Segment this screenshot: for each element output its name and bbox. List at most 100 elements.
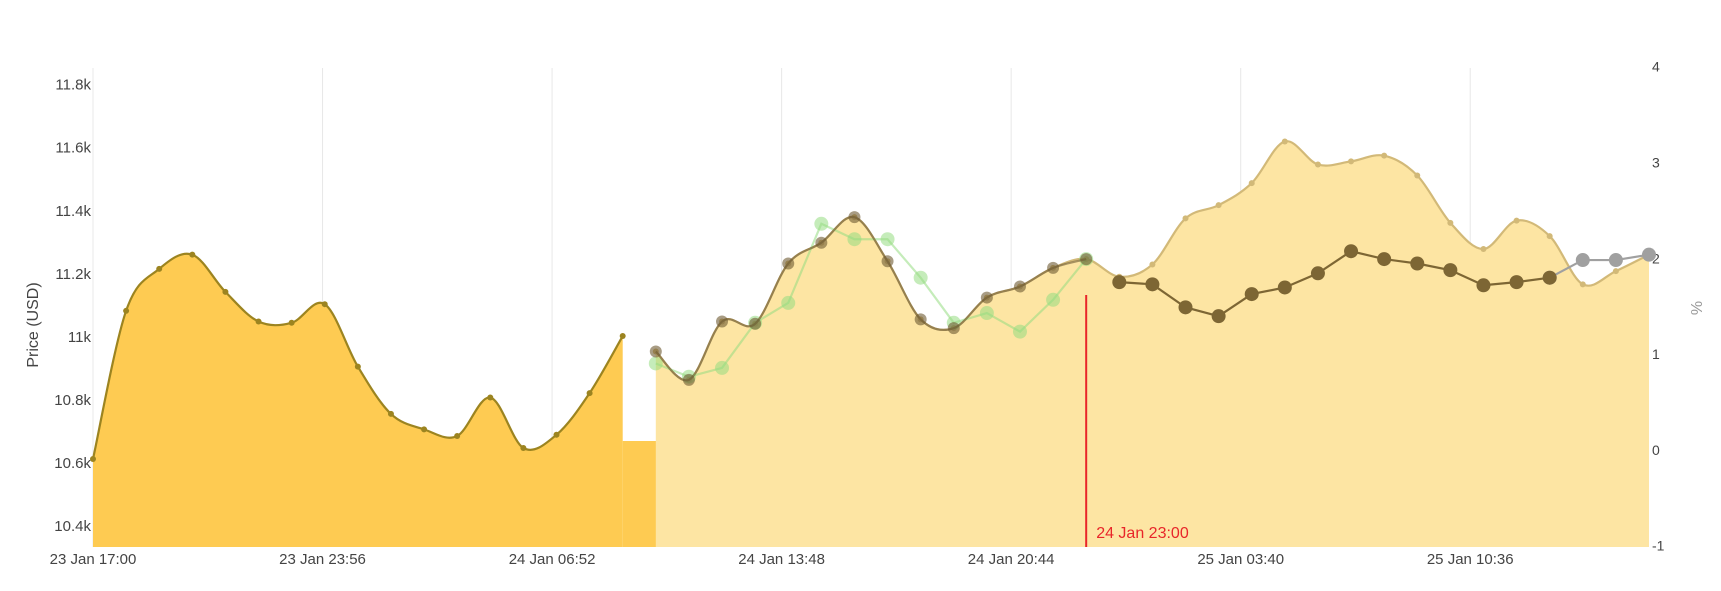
point [1182, 215, 1189, 222]
point [648, 356, 663, 371]
point [1277, 280, 1292, 295]
point [1447, 219, 1454, 226]
y-axis-label: Price (USD) [25, 282, 42, 367]
point [847, 232, 862, 247]
annotation: 24 Jan 23:00 [1096, 525, 1189, 542]
point [1281, 138, 1288, 145]
point [1348, 158, 1355, 165]
point [881, 255, 894, 268]
x-tick-label: 24 Jan 20:44 [968, 551, 1055, 568]
point [1546, 233, 1553, 240]
point [649, 345, 662, 358]
point [1642, 247, 1656, 262]
point [1248, 180, 1255, 187]
line [91, 252, 624, 460]
point [421, 426, 428, 433]
point [1476, 278, 1491, 293]
y-tick-label: 11.8k [55, 77, 91, 94]
point [682, 373, 695, 386]
point [487, 394, 494, 401]
point [1377, 252, 1392, 267]
point [1443, 263, 1458, 278]
point [123, 307, 130, 314]
point [222, 288, 229, 295]
point [1381, 152, 1388, 159]
y-tick-label: 11.2k [55, 266, 91, 283]
x-tick-label: 23 Jan 17:00 [50, 551, 137, 568]
x-tick-label: 24 Jan 06:52 [509, 551, 596, 568]
point [1149, 261, 1156, 268]
point [979, 306, 994, 321]
point [815, 236, 828, 249]
area [655, 141, 1649, 547]
point [1215, 202, 1222, 209]
point [1579, 281, 1586, 288]
point [1047, 261, 1060, 274]
point [1575, 253, 1590, 268]
x-tick-label: 24 Jan 13:48 [738, 551, 825, 568]
y2-tick-label: 1 [1652, 346, 1660, 362]
point [586, 390, 593, 397]
area [93, 253, 623, 547]
point [288, 319, 295, 326]
point [619, 333, 626, 340]
point [90, 456, 96, 463]
point [1612, 268, 1619, 275]
point [1509, 275, 1524, 290]
point [749, 317, 762, 330]
point [1013, 280, 1026, 293]
line [1549, 253, 1650, 279]
point [1112, 275, 1127, 290]
point [716, 315, 729, 328]
y-tick-label: 11.4k [55, 203, 91, 220]
y-tick-label: 10.8k [54, 392, 91, 409]
point [1211, 309, 1226, 324]
point [553, 431, 560, 438]
point [321, 301, 328, 308]
x-tick-label: 25 Jan 03:40 [1197, 551, 1284, 568]
point [814, 216, 829, 231]
x-tick-label: 25 Jan 10:36 [1427, 551, 1514, 568]
point [781, 295, 796, 310]
point [1310, 266, 1325, 281]
point [1012, 324, 1027, 339]
y2-tick-label: -1 [1652, 538, 1665, 554]
point [1244, 287, 1259, 302]
point [454, 433, 461, 440]
y2-tick-label: 0 [1652, 442, 1660, 458]
point [914, 313, 927, 326]
point [1046, 292, 1061, 307]
y-tick-label: 11k [68, 329, 92, 346]
y2-axis-label: % [1689, 301, 1706, 315]
point [715, 360, 730, 375]
point [189, 251, 196, 258]
y-tick-label: 10.4k [54, 518, 91, 535]
point [880, 232, 895, 247]
point [913, 270, 928, 285]
point [782, 257, 795, 270]
y-tick-label: 11.6k [55, 140, 91, 157]
point [1542, 270, 1557, 285]
point [1080, 253, 1093, 266]
point [1513, 217, 1520, 224]
point [1410, 256, 1425, 271]
point [520, 444, 527, 451]
point [1178, 300, 1193, 315]
point [387, 410, 394, 417]
point [1414, 172, 1421, 179]
y-tick-label: 10.6k [54, 455, 91, 472]
point [848, 211, 861, 224]
point [156, 265, 163, 272]
x-tick-label: 23 Jan 23:56 [279, 551, 366, 568]
point [354, 363, 361, 370]
point [1344, 244, 1359, 259]
y2-tick-label: 2 [1652, 250, 1660, 266]
point [1608, 253, 1623, 268]
point [255, 318, 262, 325]
point [1480, 246, 1487, 253]
y2-tick-label: 3 [1652, 155, 1660, 171]
point [1314, 161, 1321, 168]
y2-tick-label: 4 [1652, 59, 1660, 75]
point [947, 322, 960, 335]
